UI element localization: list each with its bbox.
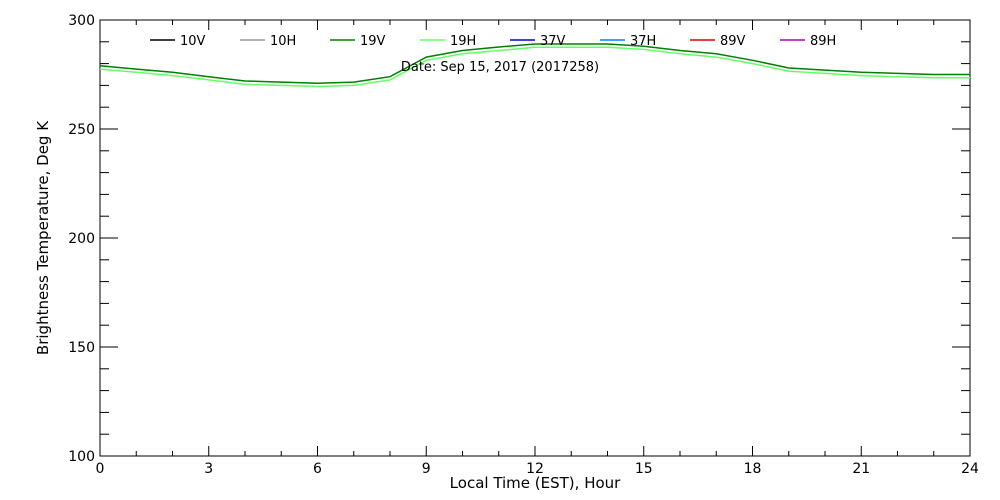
x-tick-label: 0 (96, 461, 105, 477)
legend-label-10V: 10V (180, 34, 206, 49)
x-tick-label: 21 (852, 461, 870, 477)
legend-label-19H: 19H (450, 34, 476, 49)
legend-label-37H: 37H (630, 34, 656, 49)
date-annotation: Date: Sep 15, 2017 (2017258) (401, 60, 599, 75)
y-tick-label: 100 (68, 449, 95, 465)
x-tick-label: 6 (313, 461, 322, 477)
x-axis-label: Local Time (EST), Hour (450, 474, 621, 492)
x-tick-label: 3 (204, 461, 213, 477)
x-tick-label: 12 (526, 461, 544, 477)
y-tick-label: 150 (68, 340, 95, 356)
legend-label-89H: 89H (810, 34, 836, 49)
x-tick-label: 9 (422, 461, 431, 477)
legend-label-10H: 10H (270, 34, 296, 49)
x-tick-label: 15 (635, 461, 653, 477)
x-tick-label: 18 (744, 461, 762, 477)
plot-frame (99, 19, 971, 457)
y-tick-label: 300 (68, 13, 95, 29)
legend-label-37V: 37V (540, 34, 566, 49)
x-tick-label: 24 (961, 461, 979, 477)
y-axis-label: Brightness Temperature, Deg K (34, 120, 52, 355)
legend-label-89V: 89V (720, 34, 746, 49)
legend-label-19V: 19V (360, 34, 386, 49)
series-line-19V (99, 43, 970, 84)
y-tick-label: 250 (68, 122, 95, 138)
y-tick-label: 200 (68, 231, 95, 247)
series-line-19H (99, 46, 970, 88)
